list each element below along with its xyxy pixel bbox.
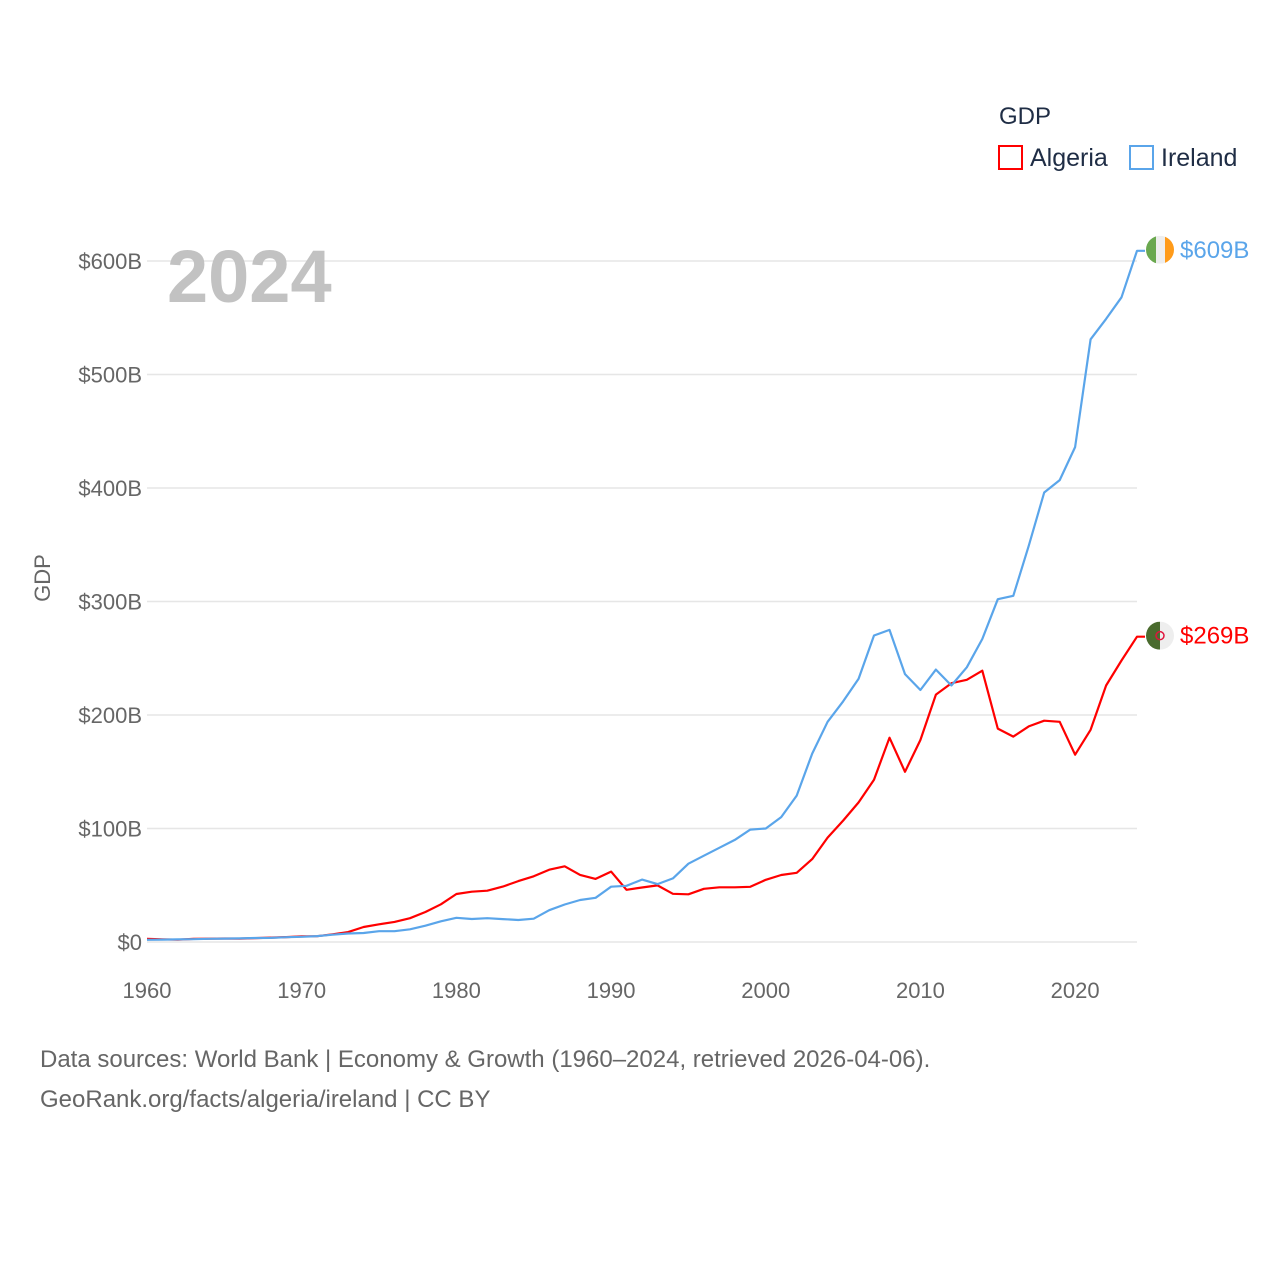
legend-title: GDP — [999, 103, 1051, 130]
x-tick-label: 2010 — [896, 978, 945, 1003]
year-watermark: 2024 — [167, 235, 332, 318]
y-tick-label: $300B — [78, 590, 142, 615]
end-label-ireland: $609B — [1180, 237, 1249, 264]
y-tick-label: $0 — [118, 930, 142, 955]
y-tick-label: $600B — [78, 249, 142, 274]
series-end-markers: $269B $609B — [1146, 235, 1249, 650]
legend-label-ireland: Ireland — [1161, 144, 1237, 172]
series-lines — [146, 249, 1145, 941]
x-tick-label: 2020 — [1051, 978, 1100, 1003]
x-tick-label: 1970 — [277, 978, 326, 1003]
y-tick-label: $400B — [78, 476, 142, 501]
legend: GDP Algeria Ireland — [998, 103, 1237, 172]
algeria-flag-icon — [1146, 621, 1174, 650]
x-tick-label: 1980 — [432, 978, 481, 1003]
x-tick-label: 1990 — [587, 978, 636, 1003]
y-axis-label: GDP — [30, 554, 55, 602]
legend-item-ireland[interactable]: Ireland — [1129, 144, 1237, 172]
attribution-link[interactable]: GeoRank.org/facts/algeria/ireland | CC B… — [40, 1086, 491, 1113]
end-label-algeria: $269B — [1180, 623, 1249, 650]
ireland-flag-icon — [1146, 235, 1174, 264]
x-tick-label: 1960 — [123, 978, 172, 1003]
y-tick-label: $500B — [78, 363, 142, 388]
x-axis-ticks: 1960 1970 1980 1990 2000 2010 2020 — [123, 978, 1100, 1003]
legend-swatch-algeria — [998, 145, 1023, 170]
y-axis-ticks: $0 $100B $200B $300B $400B $500B $600B — [78, 249, 142, 955]
legend-swatch-ireland — [1129, 145, 1154, 170]
x-tick-label: 2000 — [741, 978, 790, 1003]
legend-label-algeria: Algeria — [1030, 144, 1108, 172]
y-tick-label: $200B — [78, 703, 142, 728]
line-algeria — [146, 635, 1145, 941]
line-ireland — [146, 249, 1145, 941]
legend-item-algeria[interactable]: Algeria — [998, 144, 1108, 172]
y-tick-label: $100B — [78, 817, 142, 842]
data-source-note: Data sources: World Bank | Economy & Gro… — [40, 1046, 931, 1073]
grid-lines — [147, 260, 1137, 943]
